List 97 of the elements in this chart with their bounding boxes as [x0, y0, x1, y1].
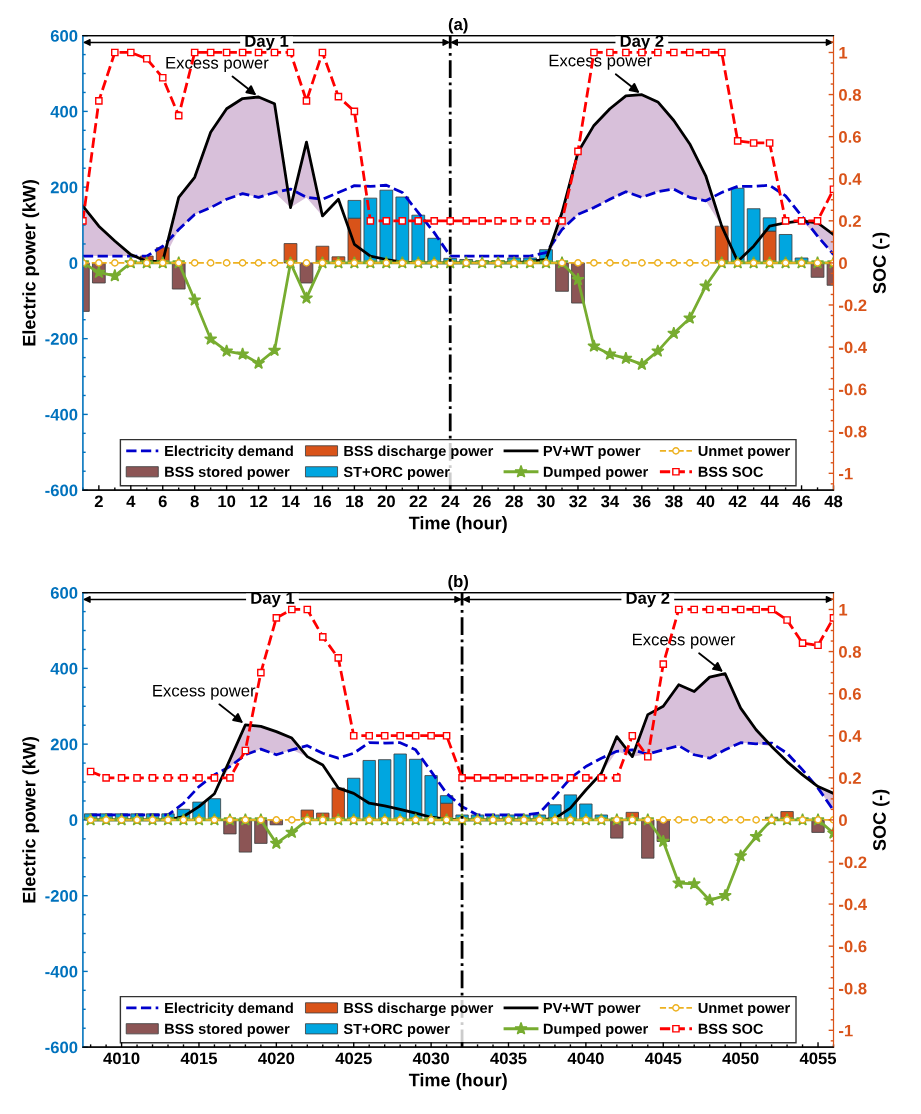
x-tick-label: 4	[126, 495, 136, 508]
x-tick-label: 4010	[103, 1052, 140, 1065]
y-tick-label: 600	[50, 587, 78, 599]
y-axis-title: Electric power (kW)	[22, 180, 40, 346]
annotation: Excess power	[166, 57, 269, 73]
x-tick-label: 26	[473, 495, 491, 508]
y2-tick-label: -0.8	[839, 982, 867, 995]
y2-axis-title: SOC (-)	[872, 789, 890, 851]
x-axis-title: Time (hour)	[408, 516, 507, 533]
legend-label: Unmet power	[698, 1002, 790, 1016]
legend-label: BSS SOC	[698, 466, 764, 478]
x-tick-label: 32	[569, 495, 587, 508]
x-tick-label: 4035	[490, 1052, 527, 1065]
y2-tick-label: -0.6	[839, 940, 867, 953]
x-tick-label: 8	[190, 495, 199, 508]
y2-tick-label: -1	[839, 467, 853, 480]
legend-label: PV+WT power	[543, 1002, 641, 1016]
x-tick-label: 4015	[180, 1052, 218, 1065]
y-tick-label: -200	[45, 890, 78, 902]
y2-axis-title: SOC (-)	[872, 232, 890, 294]
y-tick-label: -200	[45, 333, 78, 345]
legend-label: BSS discharge power	[344, 445, 494, 460]
x-tick-label: 28	[505, 495, 523, 508]
y-tick-label: 0	[69, 257, 78, 270]
x-tick-label: 44	[760, 495, 779, 508]
y2-tick-label: -1	[839, 1024, 853, 1037]
legend-label: BSS stored power	[165, 466, 290, 480]
y2-tick-label: -0.4	[839, 898, 867, 911]
x-tick-label: 4025	[335, 1052, 372, 1065]
x-tick-label: 4020	[258, 1052, 295, 1065]
y2-tick-label: 1	[839, 47, 848, 59]
y-tick-label: 200	[50, 181, 78, 194]
x-tick-label: 6	[158, 495, 167, 508]
y2-tick-label: -0.4	[839, 341, 867, 354]
y2-tick-label: -0.2	[839, 856, 867, 869]
x-tick-label: 16	[314, 495, 332, 508]
y-tick-label: 0	[69, 814, 78, 827]
legend-label: Electricity demand	[165, 445, 293, 459]
legend-label: PV+WT power	[543, 445, 641, 459]
y-tick-label: 600	[50, 30, 78, 42]
y-tick-label: 400	[50, 105, 78, 118]
x-tick-label: 34	[601, 495, 620, 508]
y2-tick-label: 0.6	[839, 131, 861, 143]
y-axis-title: Electric power (kW)	[22, 737, 40, 903]
legend-label: BSS stored power	[165, 1023, 290, 1037]
y2-tick-label: 0.4	[839, 730, 862, 742]
x-tick-label: 30	[537, 495, 555, 508]
x-tick-label: 22	[409, 495, 427, 508]
y2-tick-label: -0.6	[839, 383, 867, 396]
x-tick-label: 36	[632, 495, 651, 508]
x-tick-label: 4045	[644, 1052, 682, 1065]
y2-tick-label: -0.8	[839, 425, 867, 438]
chart-title: (b)	[448, 575, 469, 591]
y2-tick-label: 0.6	[839, 688, 861, 700]
y2-tick-label: 1	[839, 604, 848, 616]
y-tick-label: -400	[45, 965, 78, 978]
x-tick-label: 42	[728, 495, 747, 508]
x-tick-label: 24	[441, 495, 460, 508]
x-tick-label: 4055	[799, 1052, 837, 1065]
x-tick-label: 48	[824, 495, 843, 508]
x-tick-label: 40	[696, 495, 715, 508]
x-tick-label: 20	[377, 495, 395, 508]
x-tick-label: 12	[250, 495, 268, 508]
legend-label: BSS discharge power	[344, 1002, 494, 1017]
annotation: Day 1	[251, 592, 295, 608]
x-tick-label: 4040	[567, 1052, 604, 1065]
y-tick-label: 200	[50, 738, 78, 751]
annotation: Excess power	[153, 684, 256, 700]
y-tick-label: -400	[45, 408, 78, 421]
x-tick-label: 4050	[722, 1052, 759, 1065]
x-tick-label: 18	[346, 495, 364, 508]
y2-tick-label: 0.2	[839, 772, 861, 785]
y2-tick-label: -0.2	[839, 299, 867, 312]
y2-tick-label: 0.8	[839, 645, 862, 658]
legend-label: BSS SOC	[698, 1023, 764, 1035]
legend-label: ST+ORC power	[343, 1023, 450, 1037]
y-tick-label: -600	[45, 1041, 78, 1054]
y2-tick-label: 0	[839, 814, 847, 827]
x-tick-label: 2	[94, 495, 103, 508]
y2-tick-label: 0	[839, 257, 847, 270]
legend-label: Dumped power	[543, 466, 649, 480]
legend-label: Dumped power	[543, 1023, 649, 1037]
x-tick-label: 10	[218, 495, 236, 508]
y2-tick-label: 0.4	[839, 173, 862, 185]
legend-label: Electricity demand	[165, 1002, 293, 1016]
legend-label: ST+ORC power	[343, 466, 450, 480]
y-tick-label: -600	[45, 484, 78, 497]
x-axis-title: Time (hour)	[408, 1073, 507, 1090]
x-tick-label: 38	[664, 495, 683, 508]
y2-tick-label: 0.2	[839, 215, 861, 228]
y-tick-label: 400	[50, 662, 78, 675]
x-tick-label: 46	[792, 495, 811, 508]
x-tick-label: 14	[282, 495, 300, 508]
legend-label: Unmet power	[698, 445, 790, 459]
y2-tick-label: 0.8	[839, 88, 862, 101]
chart-title: (a)	[448, 18, 468, 34]
x-tick-label: 4030	[412, 1052, 449, 1065]
